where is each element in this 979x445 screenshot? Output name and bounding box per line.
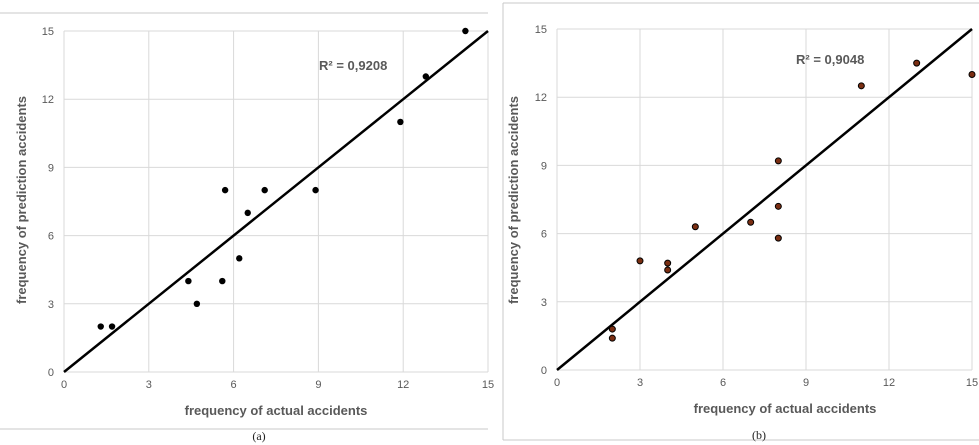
chart-panel-b: 0 3 6 9 12 15 0 3 6 9 12 15 frequency of actual acci… xyxy=(502,2,979,442)
data-point xyxy=(774,234,782,242)
y-axis-title: frequency of prediction accidents xyxy=(14,96,29,304)
panel-caption: (b) xyxy=(752,428,766,442)
x-axis-title: frequency of actual accidents xyxy=(694,401,877,416)
panel-caption: (a) xyxy=(252,429,265,443)
x-tick-label: 15 xyxy=(482,379,494,391)
data-point xyxy=(664,259,672,267)
x-tick-label: 3 xyxy=(146,379,152,391)
r-squared-label: R² = 0,9208 xyxy=(319,58,387,73)
data-point xyxy=(691,223,699,231)
data-point xyxy=(185,277,192,285)
data-point xyxy=(608,334,616,342)
x-tick-label: 12 xyxy=(883,377,895,389)
y-tick-label: 12 xyxy=(535,92,547,104)
data-point xyxy=(774,202,782,210)
x-tick-label: 15 xyxy=(966,377,978,389)
y-axis-title: frequency of prediction accidents xyxy=(506,96,521,304)
y-tick-label: 9 xyxy=(541,160,547,172)
data-point xyxy=(236,255,243,262)
y-tick-label: 9 xyxy=(48,162,54,174)
data-point xyxy=(608,325,616,333)
y-tick-label: 3 xyxy=(541,297,547,309)
data-point xyxy=(97,323,104,330)
data-point xyxy=(968,70,976,78)
fit-line xyxy=(63,30,489,373)
data-point xyxy=(397,118,404,126)
data-point xyxy=(312,186,319,194)
data-point xyxy=(913,59,921,67)
data-point xyxy=(664,266,672,274)
y-tick-label: 6 xyxy=(541,229,547,241)
data-point xyxy=(857,82,865,90)
fit-line xyxy=(556,28,973,371)
y-tick-label: 15 xyxy=(42,26,54,38)
y-tick-label: 0 xyxy=(541,365,547,377)
y-tick-label: 12 xyxy=(42,94,54,106)
x-tick-label: 6 xyxy=(720,377,726,389)
y-tick-label: 15 xyxy=(535,24,547,36)
y-tick-label: 0 xyxy=(48,367,54,379)
data-point xyxy=(108,323,116,330)
x-tick-label: 3 xyxy=(637,377,643,389)
chart-panel-a: 0 3 6 9 12 15 0 3 6 9 12 15 frequency of actual acci… xyxy=(0,12,494,443)
data-point xyxy=(774,157,782,165)
data-point xyxy=(422,73,430,80)
r-squared-label: R² = 0,9048 xyxy=(796,52,864,67)
x-tick-label: 6 xyxy=(231,379,237,391)
data-point xyxy=(219,277,226,285)
data-point xyxy=(193,300,201,307)
data-point xyxy=(244,209,251,217)
x-tick-label: 12 xyxy=(397,379,409,391)
data-point xyxy=(636,257,644,265)
data-point xyxy=(747,218,755,226)
y-tick-label: 6 xyxy=(48,231,54,243)
x-tick-label: 9 xyxy=(803,377,809,389)
x-tick-label: 0 xyxy=(554,377,560,389)
data-point xyxy=(261,186,268,194)
x-axis-title: frequency of actual accidents xyxy=(185,403,368,418)
data-point xyxy=(221,186,229,194)
x-tick-label: 0 xyxy=(61,379,67,391)
y-tick-label: 3 xyxy=(48,299,54,311)
data-point xyxy=(462,27,469,35)
x-tick-label: 9 xyxy=(315,379,321,391)
